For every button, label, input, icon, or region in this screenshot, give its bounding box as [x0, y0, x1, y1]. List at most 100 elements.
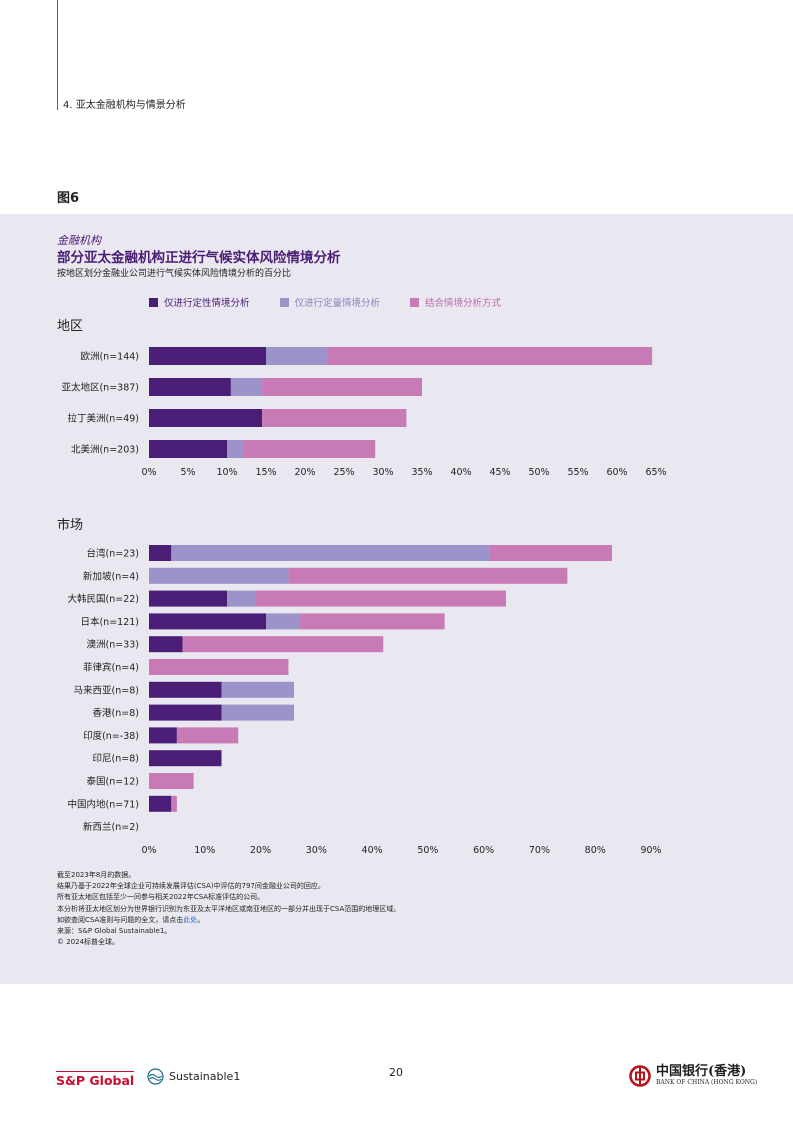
bar-segment-combined [299, 613, 445, 630]
x-tick-label: 55% [567, 467, 588, 475]
x-tick-label: 40% [450, 467, 471, 475]
bar-segment-qualitative [149, 347, 266, 365]
bar-segment-combined [288, 567, 568, 584]
x-tick-label: 30% [372, 467, 393, 475]
sustainable1-label: Sustainable1 [169, 1070, 241, 1083]
panel-title: 地区 [57, 319, 83, 334]
chart-title: 部分亚太金融机构正进行气候实体风险情境分析 [57, 250, 341, 266]
legend-label-combined: 结合情境分析方式 [425, 298, 502, 309]
bar-segment-combined [326, 347, 653, 365]
chart-legend: 仅进行定性情境分析 仅进行定量情境分析 结合情境分析方式 [149, 295, 531, 309]
bar-segment-quantitative [227, 590, 255, 607]
category-label: 新加坡(n=4) [83, 570, 139, 582]
bar-segment-combined [262, 378, 422, 396]
category-label: 马来西亚(n=8) [74, 685, 139, 696]
note-line: 结果乃基于2022年全球企业可持续发展评估(CSA)中评估的797间金融业公司的… [57, 882, 325, 891]
x-tick-label: 0% [141, 845, 156, 856]
bar-segment-qualitative [149, 409, 263, 427]
boc-cn-name: 中国银行(香港) [656, 1064, 747, 1079]
x-tick-label: 20% [294, 467, 315, 475]
bar-segment-quantitative [149, 567, 289, 584]
chart-notes: 截至2023年8月的数据。 结果乃基于2022年全球企业可持续发展评估(CSA)… [57, 870, 400, 948]
legend-swatch-qualitative [149, 297, 158, 307]
x-tick-label: 10% [216, 467, 237, 475]
legend-label-quantitative: 仅进行定量情境分析 [294, 298, 381, 309]
bar-segment-qualitative [149, 727, 177, 744]
x-tick-label: 30% [306, 845, 327, 856]
boc-en-name: BANK OF CHINA (HONG KONG) [656, 1079, 758, 1086]
legend-item-quantitative: 仅进行定量情境分析 [279, 295, 381, 309]
note-line: 截至2023年8月的数据。 [57, 871, 136, 879]
bar-segment-combined [149, 659, 289, 675]
category-label: 香港(n=8) [93, 707, 139, 719]
category-label: 大韩民国(n=22) [68, 593, 139, 605]
category-label: 印度(n=-38) [83, 730, 139, 742]
chart-eyebrow: 金融机构 [57, 234, 101, 247]
bar-segment-combined [242, 440, 376, 458]
bar-segment-combined [489, 545, 612, 561]
x-tick-label: 65% [645, 467, 666, 475]
x-tick-label: 40% [362, 845, 383, 856]
bar-segment-combined [254, 590, 506, 607]
category-label: 泰国(n=12) [87, 776, 139, 788]
sustainable1-logo: Sustainable1 [147, 1068, 240, 1085]
x-tick-label: 90% [640, 845, 661, 856]
bar-segment-qualitative [149, 704, 222, 721]
boc-logo: 中国银行(香港) BANK OF CHINA (HONG KONG) [629, 1065, 757, 1087]
bar-segment-quantitative [266, 347, 327, 365]
x-tick-label: 15% [255, 467, 276, 475]
section-header: 4. 亚太金融机构与情景分析 [63, 100, 186, 111]
boc-emblem-icon [629, 1065, 651, 1087]
chart-subtitle: 按地区划分金融业公司进行气候实体风险情境分析的百分比 [57, 269, 292, 279]
note-link-suffix: 。 [197, 915, 205, 924]
panel-title: 市场 [57, 517, 83, 533]
category-label: 台湾(n=23) [87, 548, 139, 560]
x-tick-label: 0% [141, 467, 156, 475]
legend-swatch-combined [410, 297, 420, 307]
bar-segment-quantitative [227, 440, 243, 458]
bar-segment-quantitative [221, 681, 295, 698]
legend-label-qualitative: 仅进行定性情境分析 [164, 298, 250, 309]
page-number: 20 [389, 1066, 403, 1079]
bar-segment-quantitative [266, 613, 300, 630]
bar-segment-qualitative [149, 613, 267, 630]
note-link-prefix: 如欲查阅CSA准则与问题的全文，请点击 [57, 915, 184, 924]
x-tick-label: 60% [606, 467, 627, 475]
bar-segment-qualitative [149, 750, 222, 767]
bar-segment-qualitative [149, 681, 222, 698]
x-tick-label: 5% [180, 467, 195, 475]
bar-segment-quantitative [171, 545, 490, 561]
bar-segment-qualitative [149, 378, 231, 396]
note-line: 来源：S&P Global Sustainable1。 [57, 927, 172, 936]
x-tick-label: 60% [473, 845, 494, 856]
figure-label: 图6 [57, 191, 80, 206]
note-line: 本分析将亚太地区划分为世界银行识别为东亚及太平洋地区或南亚地区的一部分并出现于C… [57, 904, 401, 913]
boc-wordmark: 中国银行(香港) BANK OF CHINA (HONG KONG) [656, 1065, 757, 1087]
legend-item-combined: 结合情境分析方式 [410, 295, 501, 309]
category-label: 新西兰(n=2) [83, 821, 139, 833]
bar-segment-combined [262, 409, 407, 427]
category-label: 北美洲(n=203) [71, 444, 139, 456]
sp-global-logo: S&P Global [56, 1071, 135, 1088]
bar-segment-qualitative [149, 636, 183, 653]
legend-swatch-quantitative [279, 297, 289, 307]
bar-segment-quantitative [230, 378, 263, 396]
csa-link[interactable]: 此处 [183, 915, 198, 924]
category-label: 中国内地(n=71) [68, 798, 139, 810]
legend-item-qualitative: 仅进行定性情境分析 [149, 295, 250, 309]
category-label: 菲律宾(n=4) [83, 662, 139, 674]
x-tick-label: 70% [529, 845, 550, 856]
category-label: 澳洲(n=33) [87, 639, 139, 651]
bar-segment-qualitative [149, 545, 172, 561]
bar-segment-combined [149, 773, 194, 789]
category-label: 日本(n=121) [80, 616, 139, 628]
x-tick-label: 25% [333, 467, 354, 475]
x-tick-label: 45% [489, 467, 510, 475]
note-line: 所有亚太地区包括至少一间参与相关2022年CSA标准评估的公司。 [57, 893, 265, 902]
category-label: 欧洲(n=144) [80, 351, 139, 363]
x-tick-label: 35% [411, 467, 432, 475]
bar-segment-qualitative [149, 440, 227, 458]
header-rule [57, 0, 58, 110]
